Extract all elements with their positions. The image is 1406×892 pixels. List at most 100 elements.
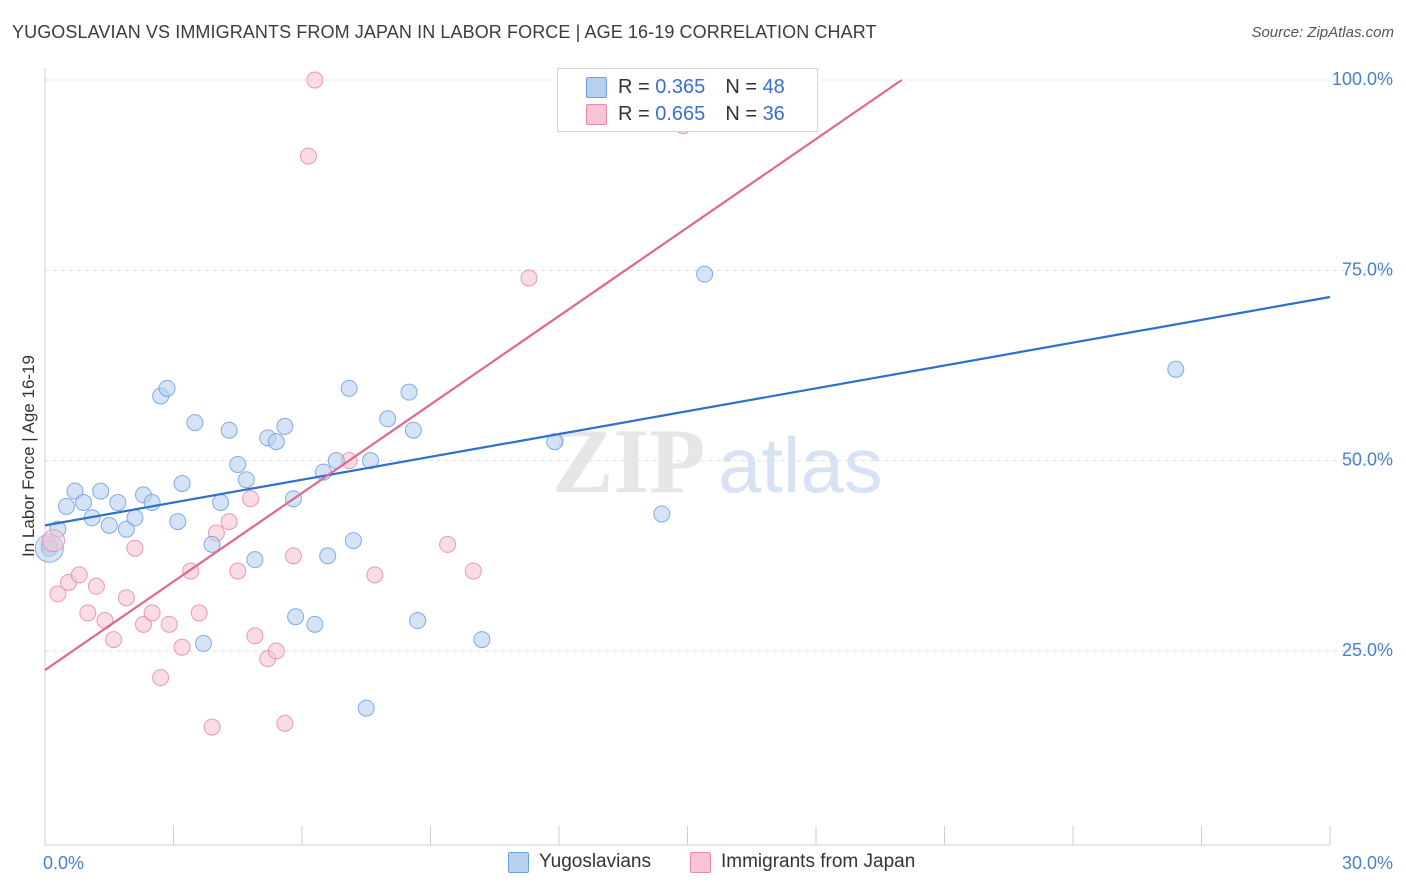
legend-r-label: R = (618, 102, 656, 125)
legend-r-value: 0.665 (655, 102, 706, 125)
watermark: ZIP atlas (552, 410, 883, 512)
point-japan (117, 589, 135, 607)
point-japan (366, 566, 384, 584)
stats-legend: R = 0.365 N = 48 R = 0.665 N = 36 (557, 68, 818, 132)
trend-lines (44, 79, 1331, 671)
x-tick-label-min: 0.0% (43, 853, 84, 873)
legend-swatch-yugoslavians (508, 851, 529, 873)
point-yugoslavians (169, 513, 187, 531)
trend-line-yugoslavians (44, 295, 1331, 527)
legend-swatch-japan (586, 104, 607, 125)
point-yugoslavians (379, 410, 397, 428)
y-tick-label: 100.0% (1332, 69, 1393, 89)
watermark-zip: ZIP (552, 410, 705, 512)
point-japan (190, 604, 208, 622)
point-japan (242, 490, 260, 508)
point-yugoslavians (203, 535, 221, 553)
point-yugoslavians (546, 433, 564, 451)
legend-row-yugoslavians: R = 0.365 N = 48 (618, 75, 785, 99)
point-yugoslavians (109, 494, 127, 512)
legend-item-japan[interactable]: Immigrants from Japan (690, 851, 915, 873)
point-yugoslavians (409, 612, 427, 630)
point-japan (173, 638, 191, 656)
point-yugoslavians (357, 699, 375, 717)
point-japan (276, 714, 294, 732)
point-yugoslavians (173, 475, 191, 493)
point-yugoslavians (400, 383, 418, 401)
y-tick-labels: 25.0% 50.0% 75.0% 100.0% (1332, 69, 1393, 660)
point-japan (152, 669, 170, 687)
point-japan (299, 147, 317, 165)
point-yugoslavians (473, 631, 491, 649)
point-japan (126, 539, 144, 557)
point-yugoslavians (653, 505, 671, 523)
legend-item-yugoslavians[interactable]: Yugoslavians (508, 851, 651, 873)
point-japan (42, 529, 66, 553)
point-yugoslavians (306, 615, 324, 633)
point-yugoslavians (362, 452, 380, 470)
legend-row-japan: R = 0.665 N = 36 (618, 102, 785, 126)
legend-label-yugoslavians: Yugoslavians (539, 851, 651, 872)
point-japan (284, 547, 302, 565)
point-yugoslavians (344, 532, 362, 550)
data-points (34, 71, 1185, 736)
point-yugoslavians (194, 634, 212, 652)
y-tick-label: 75.0% (1342, 259, 1393, 279)
x-tick-label-max: 30.0% (1342, 853, 1393, 873)
grid-lines (45, 79, 1390, 652)
point-yugoslavians (57, 497, 75, 515)
source-label: Source: ZipAtlas.com (1251, 24, 1394, 41)
legend-n-value: 36 (762, 102, 785, 125)
point-yugoslavians (75, 494, 93, 512)
point-yugoslavians (287, 608, 305, 626)
point-yugoslavians (696, 265, 714, 283)
point-yugoslavians (186, 414, 204, 432)
y-axis-title: In Labor Force | Age 16-19 (19, 355, 38, 557)
point-japan (464, 562, 482, 580)
point-japan (439, 535, 457, 553)
point-japan (203, 718, 221, 736)
x-ticks (44, 826, 1331, 845)
point-yugoslavians (117, 520, 135, 538)
legend-r-label: R = (618, 75, 656, 98)
point-japan (143, 604, 161, 622)
point-yugoslavians (1167, 360, 1185, 378)
point-yugoslavians (267, 433, 285, 451)
point-japan (267, 642, 285, 660)
point-yugoslavians (92, 482, 110, 500)
point-japan (79, 604, 97, 622)
legend-r-value: 0.365 (655, 75, 706, 98)
point-yugoslavians (220, 421, 238, 439)
point-yugoslavians (319, 547, 337, 565)
point-yugoslavians (100, 516, 118, 534)
point-japan (246, 627, 264, 645)
point-japan (87, 577, 105, 595)
point-japan (220, 513, 238, 531)
y-tick-label: 25.0% (1342, 640, 1393, 660)
legend-swatch-japan (690, 851, 711, 873)
y-tick-label: 50.0% (1342, 450, 1393, 470)
chart-title: YUGOSLAVIAN VS IMMIGRANTS FROM JAPAN IN … (12, 22, 877, 42)
point-japan (160, 615, 178, 633)
point-yugoslavians (404, 421, 422, 439)
point-japan (229, 562, 247, 580)
point-yugoslavians (229, 455, 247, 473)
point-yugoslavians (340, 379, 358, 397)
point-yugoslavians (158, 379, 176, 397)
point-yugoslavians (276, 417, 294, 435)
point-japan (49, 585, 67, 603)
point-japan (306, 71, 324, 89)
point-japan (70, 566, 88, 584)
legend-swatch-yugoslavians (586, 77, 607, 98)
point-yugoslavians (237, 471, 255, 489)
point-japan (105, 631, 123, 649)
point-yugoslavians (66, 482, 84, 500)
legend-n-label: N = (725, 102, 763, 125)
point-yugoslavians (126, 509, 144, 527)
legend-label-japan: Immigrants from Japan (721, 851, 916, 872)
point-yugoslavians (246, 551, 264, 569)
watermark-atlas: atlas (718, 421, 883, 509)
legend-n-value: 48 (762, 75, 785, 98)
point-japan (520, 269, 538, 287)
